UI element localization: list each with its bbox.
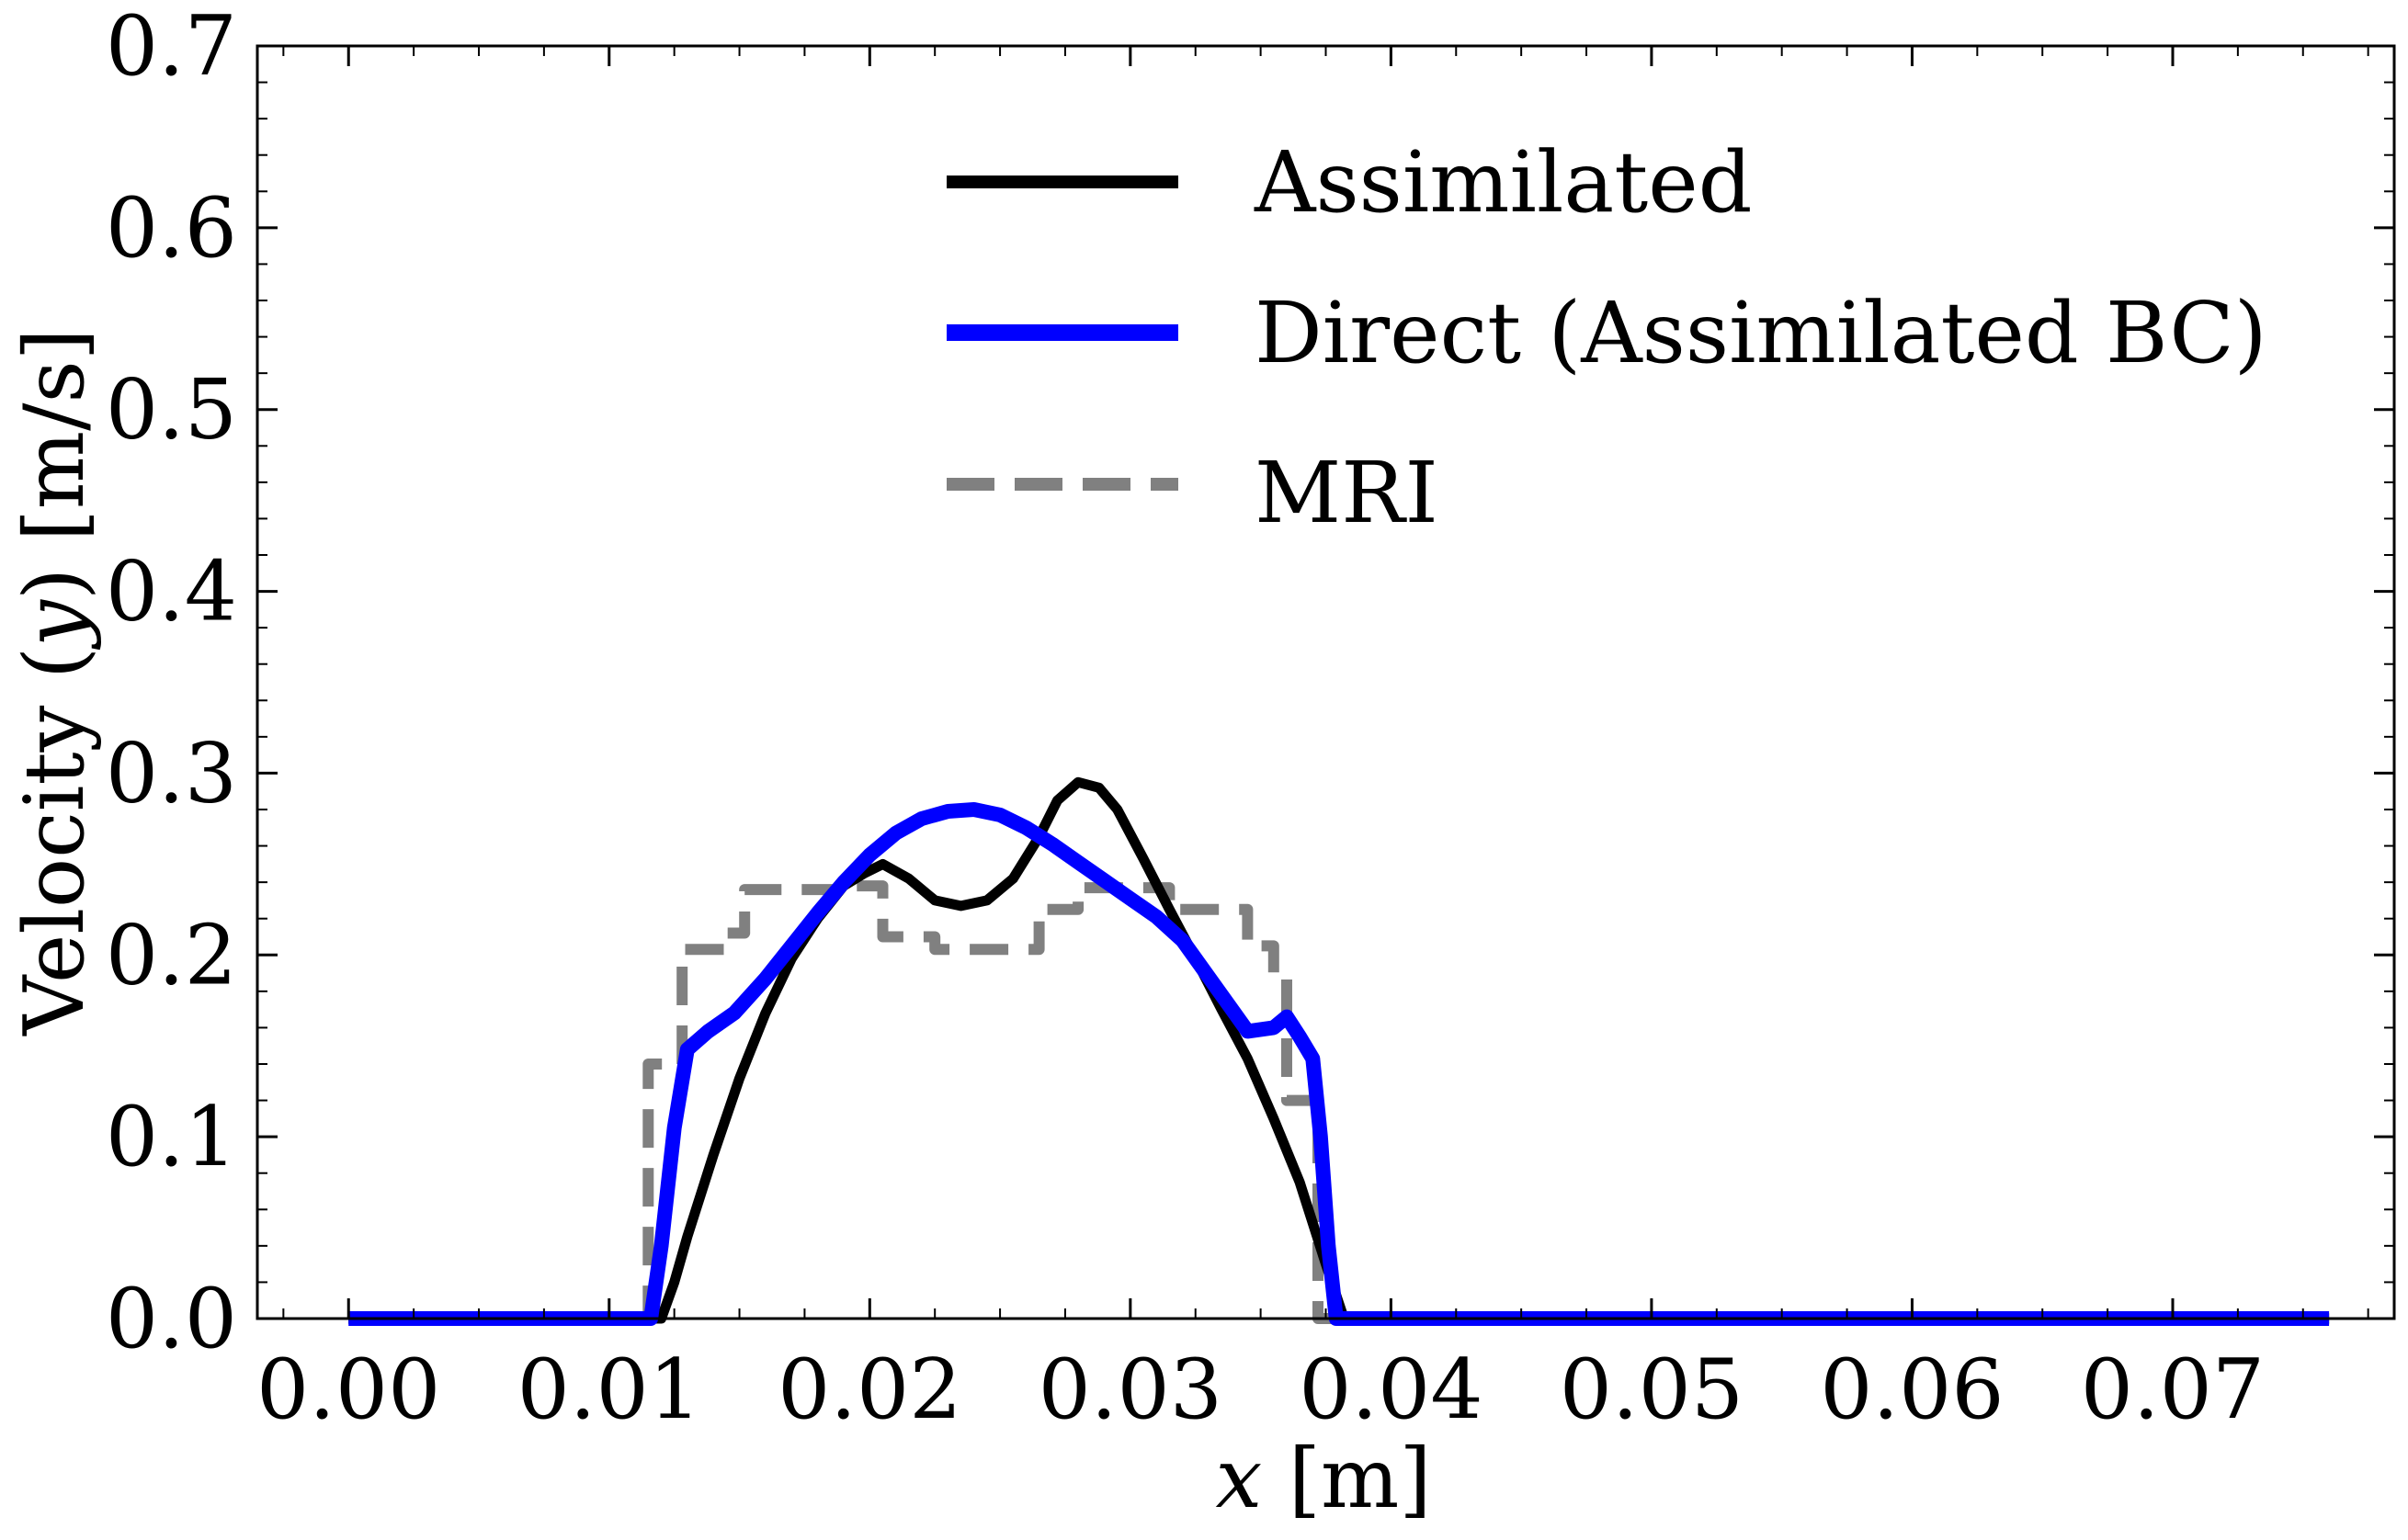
- y-tick-label: 0.4: [106, 544, 237, 640]
- legend-label-direct: Direct (Assimilated BC): [1255, 284, 2267, 382]
- series-layer: [348, 776, 2330, 1326]
- legend: Assimilated Direct (Assimilated BC) MRI: [947, 133, 2267, 542]
- x-tick-label: 0.04: [1299, 1342, 1482, 1438]
- series-line-mri: [348, 880, 2330, 1324]
- legend-label-mri: MRI: [1255, 444, 1438, 542]
- y-axis-label-pre: Velocity (: [6, 647, 103, 1036]
- x-tick-label: 0.05: [1560, 1342, 1744, 1438]
- y-tick-label: 0.7: [106, 0, 237, 95]
- y-tick-label: 0.2: [106, 907, 237, 1003]
- y-tick-label: 0.1: [106, 1089, 237, 1185]
- x-tick-label: 0.06: [1820, 1342, 2004, 1438]
- x-axis-label-var: x: [1216, 1431, 1263, 1527]
- x-axis-label: x [m]: [1216, 1431, 1432, 1527]
- axis-ticks: [257, 44, 2394, 1320]
- y-axis-label: Velocity (y) [m/s]: [6, 328, 103, 1036]
- legend-label-assimilated: Assimilated: [1254, 133, 1753, 232]
- x-tick-label: 0.01: [517, 1342, 701, 1438]
- series-line-direct: [348, 802, 2330, 1326]
- y-tick-label: 0.3: [106, 725, 237, 821]
- series-line-assimilated: [348, 776, 2330, 1324]
- tick-labels: 0.00 0.01 0.02 0.03 0.04 0.05 0.06 0.07 0.0 0.1 0.…: [106, 0, 2265, 1438]
- y-tick-label: 0.6: [106, 180, 237, 277]
- x-tick-label: 0.02: [778, 1342, 961, 1438]
- x-tick-label: 0.07: [2081, 1342, 2265, 1438]
- x-axis-label-unit: [m]: [1262, 1431, 1431, 1527]
- x-tick-label: 0.00: [256, 1342, 440, 1438]
- y-axis-label-var: y: [6, 599, 103, 651]
- x-tick-label: 0.03: [1039, 1342, 1222, 1438]
- y-tick-label: 0.0: [106, 1271, 237, 1367]
- y-tick-label: 0.5: [106, 362, 237, 459]
- y-axis-label-post: ) [m/s]: [6, 328, 103, 600]
